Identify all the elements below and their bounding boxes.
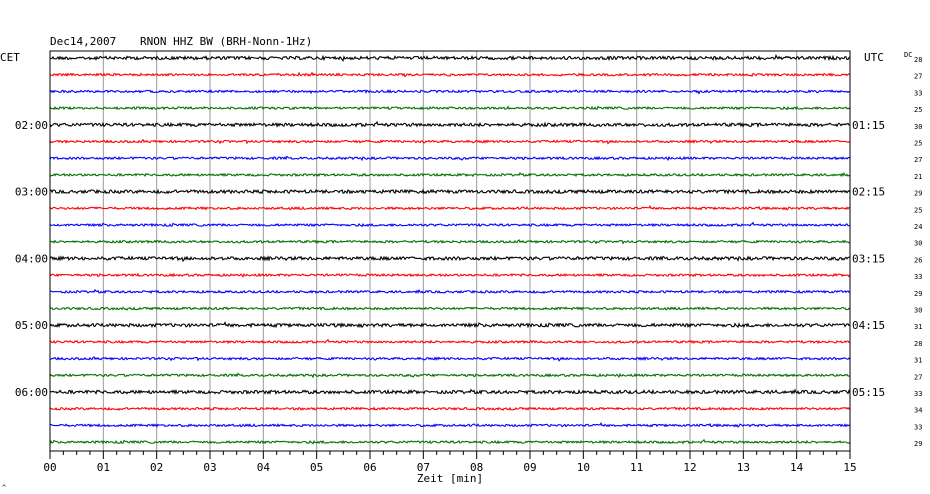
dc-offset-value: 33 (914, 89, 922, 97)
axis-labels: 00 01 02 03 04 05 06 07 08 09 10 11 12 13 14 15 02:00 03:… (15, 56, 923, 474)
x-tick-label: 07 (417, 461, 430, 474)
trace-line (49, 204, 851, 211)
left-time-label: 04:00 (15, 252, 48, 265)
trace-line (49, 138, 851, 145)
x-tick-label: 03 (203, 461, 216, 474)
trace-line (49, 388, 851, 396)
trace-line (49, 421, 851, 428)
dc-offset-value: 34 (914, 407, 922, 415)
trace-line (49, 272, 851, 278)
corner-mark: ^ (2, 484, 6, 492)
x-tick-label: 09 (523, 461, 536, 474)
x-tick-label: 08 (470, 461, 483, 474)
trace-line (49, 171, 851, 178)
right-time-label: 04:15 (852, 319, 885, 332)
trace-line (49, 221, 851, 228)
trace-line (49, 321, 851, 329)
x-tick-label: 15 (843, 461, 856, 474)
dc-offset-value: 30 (914, 307, 922, 315)
dc-offset-value: 27 (914, 156, 922, 164)
dc-offset-value: 29 (914, 190, 922, 198)
x-tick-label: 13 (737, 461, 750, 474)
dc-offset-value: 29 (914, 440, 922, 448)
dc-offset-value: 28 (914, 340, 922, 348)
trace-line (49, 306, 851, 311)
x-tick-label: 02 (150, 461, 163, 474)
left-time-label: 03:00 (15, 186, 48, 199)
x-tick-label: 12 (683, 461, 696, 474)
left-time-label: 05:00 (15, 319, 48, 332)
dc-offset-value: 27 (914, 73, 922, 81)
dc-offset-value: 31 (914, 323, 922, 331)
dc-offset-value: 29 (914, 290, 922, 298)
x-tick-label: 00 (43, 461, 56, 474)
trace-line (49, 188, 851, 195)
dc-offset-value: 26 (914, 256, 922, 264)
x-tick-label: 10 (577, 461, 590, 474)
dc-offset-value: 27 (914, 373, 922, 381)
x-tick-label: 11 (630, 461, 643, 474)
trace-line (49, 438, 851, 445)
trace-line (49, 406, 851, 412)
trace-line (49, 239, 851, 245)
x-tick-label: 06 (363, 461, 376, 474)
dc-offset-value: 21 (914, 173, 922, 181)
x-axis-ticks (49, 451, 851, 459)
right-time-label: 03:15 (852, 252, 885, 265)
trace-line (49, 255, 851, 263)
dc-offset-value: 25 (914, 206, 922, 214)
chart-date: Dec14,2007 (50, 35, 116, 48)
trace-line (49, 71, 851, 78)
trace-line (49, 120, 851, 128)
x-tick-label: 04 (257, 461, 271, 474)
right-timezone-label: UTC (864, 51, 884, 64)
trace-line (49, 105, 851, 111)
seismogram-traces (49, 54, 851, 445)
left-time-label: 06:00 (15, 386, 48, 399)
trace-line (49, 155, 851, 162)
dc-offset-value: 28 (914, 56, 922, 64)
dc-offset-value: 30 (914, 240, 922, 248)
x-axis-label: Zeit [min] (417, 472, 483, 485)
dc-offset-value: 25 (914, 106, 922, 114)
chart-station-title: RNON HHZ BW (BRH-Nonn-1Hz) (140, 35, 312, 48)
x-tick-label: 14 (790, 461, 804, 474)
trace-line (49, 356, 851, 362)
x-tick-label: 01 (97, 461, 110, 474)
dc-column-header: DC (904, 51, 912, 59)
dc-offset-value: 25 (914, 140, 922, 148)
x-tick-label: 05 (310, 461, 323, 474)
trace-line (49, 372, 851, 379)
dc-offset-value: 33 (914, 390, 922, 398)
right-time-label: 01:15 (852, 119, 885, 132)
dc-offset-value: 31 (914, 357, 922, 365)
trace-line (49, 288, 851, 295)
grid-lines (102, 51, 798, 451)
trace-line (49, 89, 851, 95)
dc-offset-value: 24 (914, 223, 922, 231)
dc-offset-value: 33 (914, 273, 922, 281)
left-timezone-label: CET (0, 51, 20, 64)
right-time-label: 05:15 (852, 386, 885, 399)
dc-offset-value: 30 (914, 123, 922, 131)
left-time-label: 02:00 (15, 119, 48, 132)
trace-line (49, 338, 851, 345)
right-time-label: 02:15 (852, 186, 885, 199)
dc-offset-value: 33 (914, 423, 922, 431)
trace-line (49, 54, 851, 62)
